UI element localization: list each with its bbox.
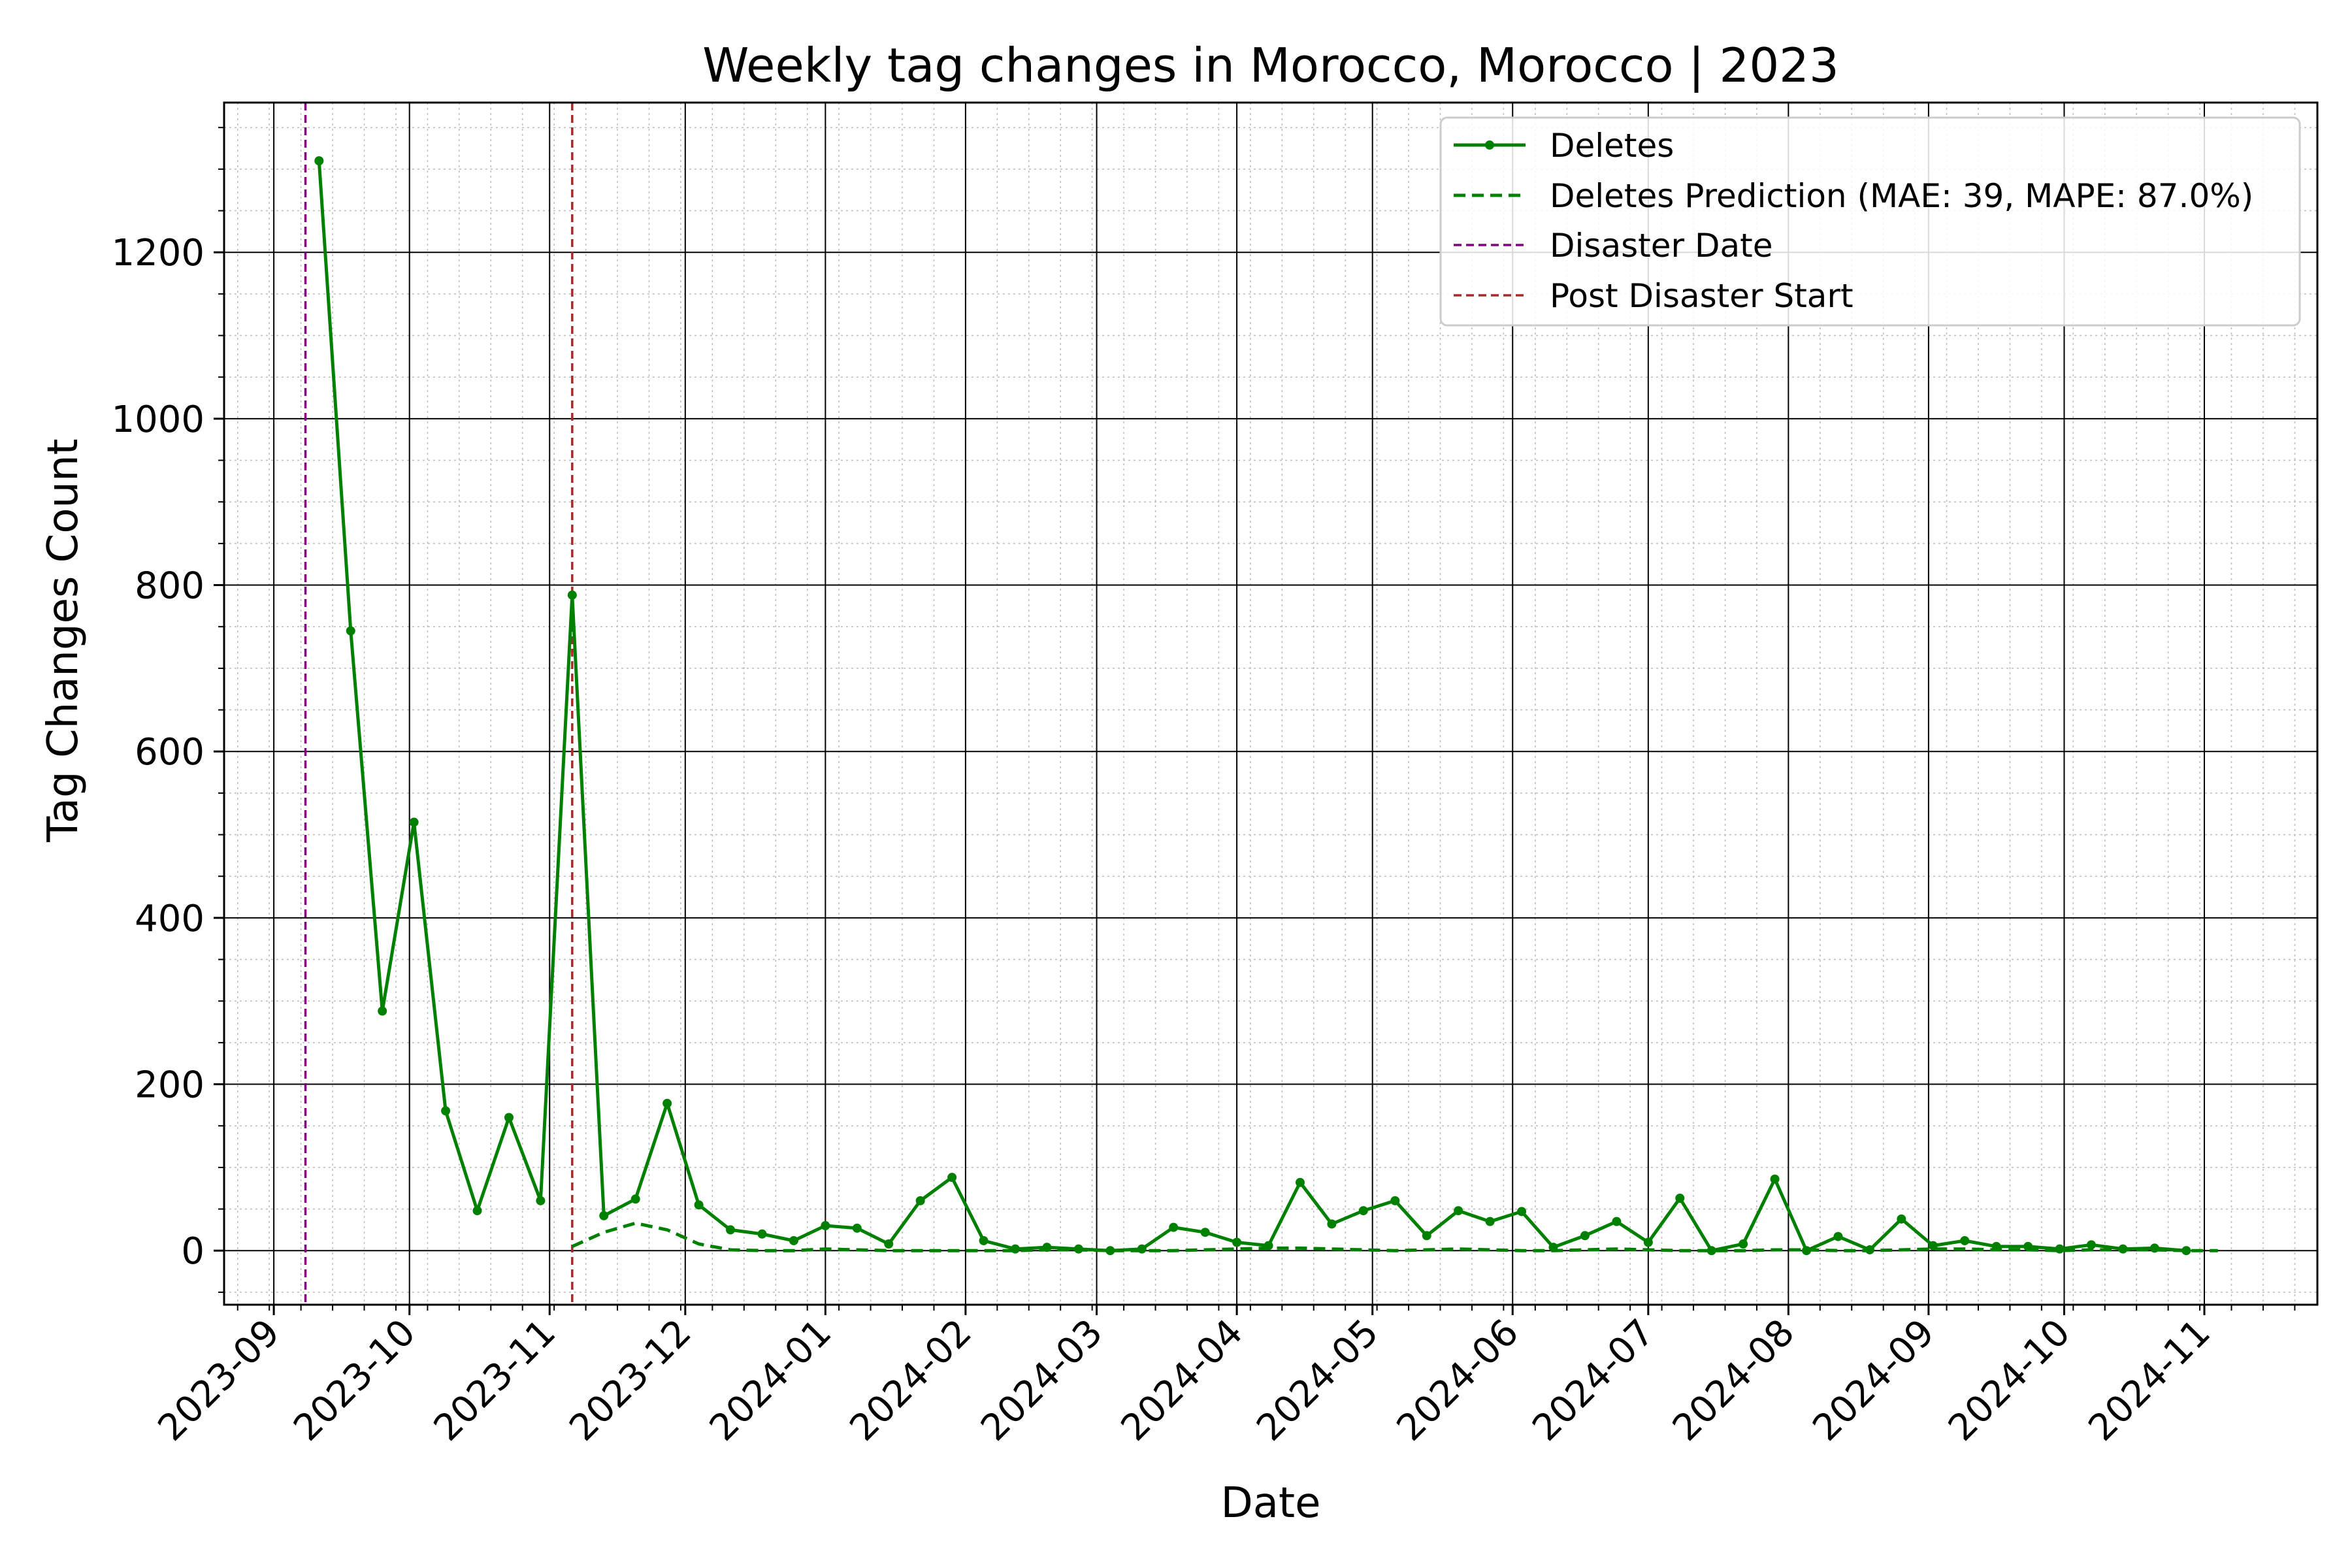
series-line-0 <box>317 160 2187 1252</box>
data-point-0-33 <box>1358 1206 1368 1216</box>
data-point-0-15 <box>789 1235 798 1245</box>
data-point-0-43 <box>1675 1194 1685 1203</box>
y-tick-label-1000: 1000 <box>111 399 204 441</box>
data-point-0-55 <box>2055 1244 2065 1254</box>
data-point-0-37 <box>1485 1217 1495 1226</box>
data-point-0-18 <box>884 1239 894 1249</box>
data-point-0-1 <box>346 626 355 636</box>
data-point-0-44 <box>1707 1246 1716 1256</box>
series-layer <box>314 156 2218 1256</box>
y-axis-label: Tag Changes Count <box>39 438 88 842</box>
series-line-1 <box>571 1221 2218 1252</box>
data-point-0-56 <box>2086 1240 2096 1250</box>
data-point-0-35 <box>1422 1231 1431 1241</box>
data-point-0-27 <box>1169 1222 1179 1232</box>
data-point-0-32 <box>1327 1219 1337 1229</box>
vertical-markers <box>304 103 574 1305</box>
legend-marker-deletes <box>1485 140 1494 150</box>
y-tick-label-400: 400 <box>135 898 204 940</box>
data-point-0-0 <box>314 156 324 166</box>
data-point-0-10 <box>630 1194 640 1204</box>
y-axis: 0 200 400 600 800 1000 1200 <box>111 127 224 1293</box>
data-point-0-40 <box>1580 1231 1590 1241</box>
data-point-0-38 <box>1517 1207 1527 1217</box>
data-point-0-31 <box>1295 1177 1305 1187</box>
data-point-0-2 <box>378 1006 387 1016</box>
data-point-0-45 <box>1739 1239 1748 1249</box>
data-point-0-16 <box>821 1221 830 1231</box>
data-point-0-21 <box>979 1235 988 1245</box>
data-point-0-52 <box>1960 1235 1970 1245</box>
data-point-0-13 <box>726 1225 736 1235</box>
data-point-0-3 <box>409 817 419 827</box>
data-point-0-4 <box>441 1106 451 1116</box>
data-point-0-11 <box>662 1098 672 1108</box>
data-point-0-42 <box>1643 1237 1653 1247</box>
data-point-0-29 <box>1232 1237 1242 1247</box>
y-tick-label-600: 600 <box>135 731 204 774</box>
data-point-0-48 <box>1833 1232 1843 1241</box>
data-point-0-9 <box>599 1211 609 1220</box>
y-tick-label-800: 800 <box>135 565 204 608</box>
y-tick-label-0: 0 <box>181 1230 204 1273</box>
chart-title: Weekly tag changes in Morocco, Morocco |… <box>702 38 1839 93</box>
legend-box <box>1439 116 2301 327</box>
data-point-0-59 <box>2181 1246 2191 1256</box>
legend-label-deletes-prediction: Deletes Prediction (MAE: 39, MAPE: 87.0%… <box>1550 177 2253 215</box>
plot-frame <box>223 101 2319 1306</box>
legend-label-post-disaster-start: Post Disaster Start <box>1550 277 1854 315</box>
x-axis-label: Date <box>1221 1479 1321 1527</box>
data-point-0-19 <box>915 1196 925 1205</box>
legend-label-deletes: Deletes <box>1550 127 1674 165</box>
y-tick-label-200: 200 <box>135 1064 204 1107</box>
data-point-0-17 <box>852 1223 862 1233</box>
y-tick-label-1200: 1200 <box>111 232 204 274</box>
data-point-0-6 <box>504 1113 514 1122</box>
data-point-0-36 <box>1454 1206 1463 1216</box>
data-point-0-8 <box>567 590 577 600</box>
data-point-0-50 <box>1897 1214 1906 1224</box>
data-point-0-25 <box>1105 1246 1115 1256</box>
data-point-0-41 <box>1612 1217 1622 1226</box>
data-point-0-34 <box>1390 1196 1400 1205</box>
data-point-0-28 <box>1200 1228 1210 1237</box>
legend-label-disaster-date: Disaster Date <box>1550 227 1772 265</box>
legend: Deletes Deletes Prediction (MAE: 39, MAP… <box>1439 116 2301 327</box>
data-point-0-12 <box>694 1200 704 1210</box>
data-point-0-14 <box>757 1229 767 1239</box>
data-point-0-20 <box>947 1173 957 1183</box>
data-point-0-5 <box>472 1206 482 1216</box>
data-point-0-7 <box>536 1196 546 1205</box>
data-point-0-46 <box>1770 1174 1780 1184</box>
